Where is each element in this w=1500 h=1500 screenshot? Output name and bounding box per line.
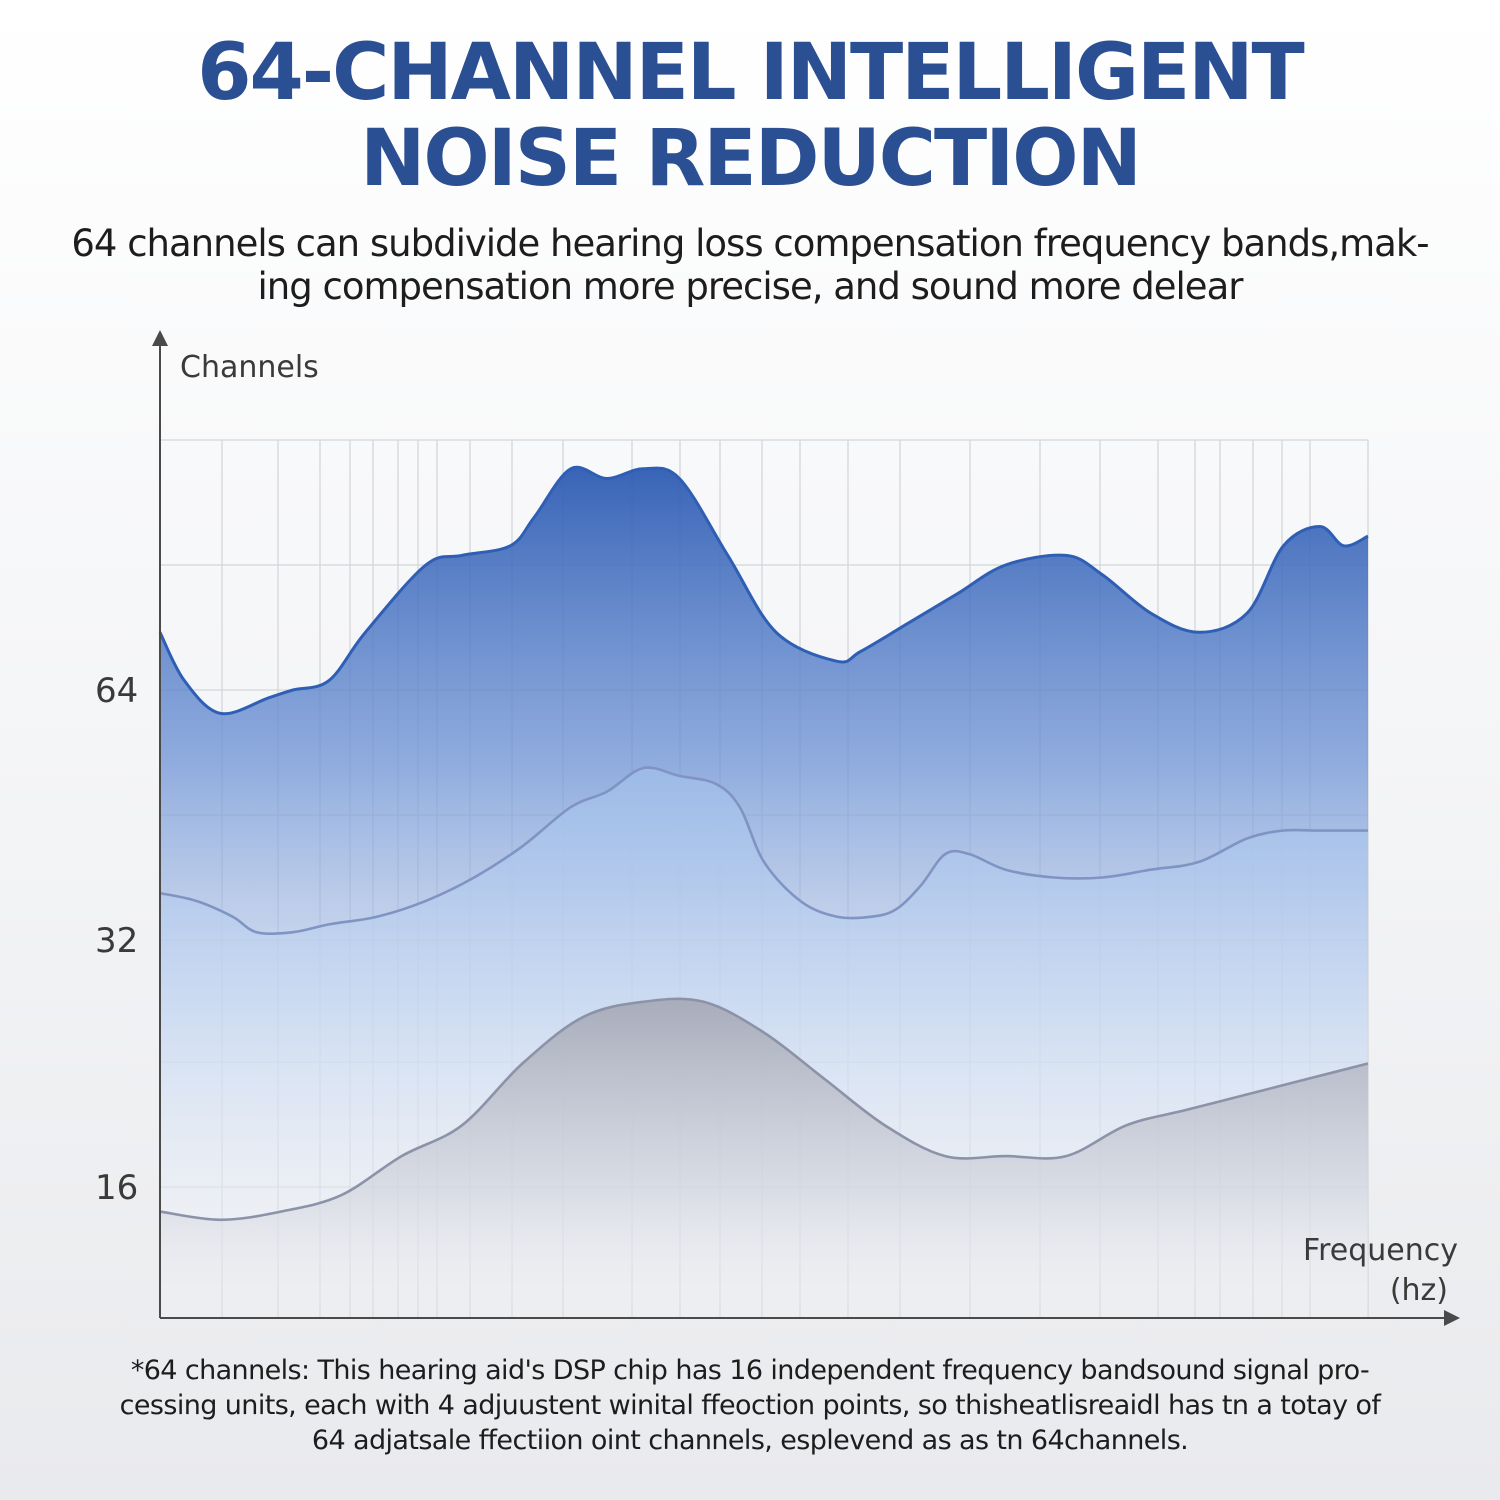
series-line-2 <box>159 766 1368 935</box>
x-axis-label-line-1: Frequency <box>1303 1233 1458 1268</box>
series-line-1 <box>158 465 1369 716</box>
series-areas <box>158 465 1369 1318</box>
x-axis-label-line-2: (hz) <box>1390 1273 1448 1308</box>
subtitle: 64 channels can subdivide hearing loss c… <box>50 222 1450 308</box>
series-area-3 <box>160 998 1368 1318</box>
y-tick-labels: 16 32 64 <box>95 671 138 1208</box>
y-tick-label: 64 <box>95 671 138 711</box>
title-line-1: 64-CHANNEL INTELLIGENT <box>197 28 1305 118</box>
footnote-line-2: cessing units, each with 4 adjuustent wi… <box>119 1390 1381 1421</box>
page-title: 64-CHANNEL INTELLIGENT NOISE REDUCTION <box>0 30 1500 202</box>
footnote-line-3: 64 adjatsale ffectiion oint channels, es… <box>311 1425 1189 1456</box>
title-line-2: NOISE REDUCTION <box>360 114 1142 204</box>
subtitle-line-2: ing compensation more precise, and sound… <box>257 265 1244 308</box>
series-line-3 <box>159 997 1369 1222</box>
channels-chart: Channels Frequency (hz) 16 32 64 <box>95 330 1460 1326</box>
footnote: *64 channels: This hearing aid's DSP chi… <box>60 1353 1440 1458</box>
y-tick-label: 32 <box>95 921 138 961</box>
subtitle-line-1: 64 channels can subdivide hearing loss c… <box>71 222 1429 265</box>
y-tick-label: 16 <box>95 1168 138 1208</box>
footnote-line-1: *64 channels: This hearing aid's DSP chi… <box>130 1355 1370 1386</box>
y-axis-label: Channels <box>180 350 319 385</box>
